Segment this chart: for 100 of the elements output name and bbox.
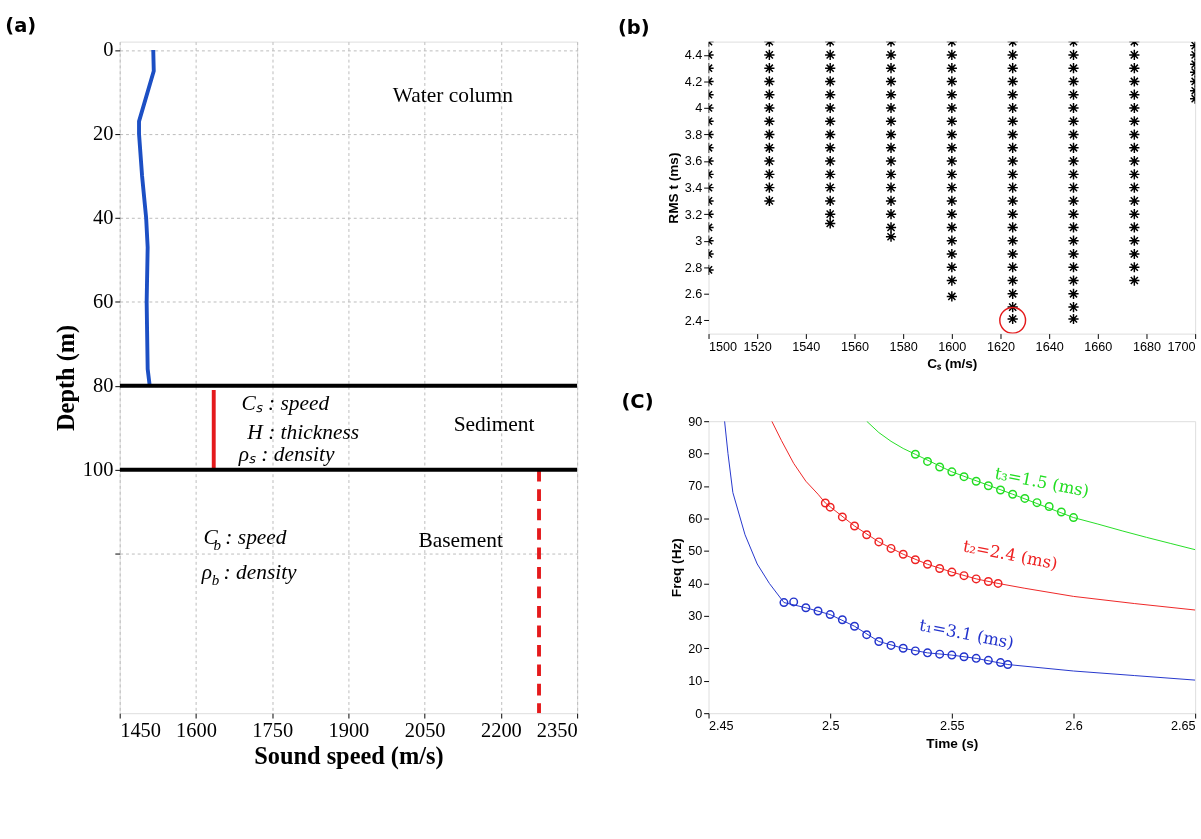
point <box>763 128 776 141</box>
point <box>1128 155 1141 167</box>
point <box>1067 274 1080 287</box>
point <box>824 102 837 114</box>
point <box>1006 274 1019 287</box>
y-tick-label: 3.8 <box>684 127 703 142</box>
point <box>1006 301 1019 313</box>
point <box>946 234 958 247</box>
point <box>1067 248 1080 260</box>
point <box>1128 208 1141 221</box>
x-tick-label: 1580 <box>889 339 918 354</box>
point <box>946 221 958 234</box>
point <box>1067 155 1080 167</box>
point <box>946 141 958 154</box>
point <box>946 208 958 221</box>
y-tick-label: 80 <box>688 447 703 462</box>
point <box>824 128 837 141</box>
point <box>885 49 897 61</box>
point <box>1006 115 1019 128</box>
point <box>1006 208 1019 221</box>
point <box>824 62 837 75</box>
annotation: Cₛ : speed <box>241 390 330 415</box>
point <box>824 88 837 101</box>
y-tick-label: 30 <box>688 609 703 624</box>
point <box>1067 128 1080 141</box>
point <box>1128 168 1141 181</box>
point <box>824 115 837 128</box>
point <box>1128 75 1141 88</box>
point <box>885 102 897 114</box>
point <box>1067 221 1080 234</box>
point <box>763 75 776 88</box>
x-tick-label: 1600 <box>938 339 967 354</box>
point <box>946 128 958 141</box>
annotation: ρₛ : density <box>237 442 335 467</box>
point <box>946 290 958 303</box>
y-axis-title: Freq (Hz) <box>669 538 685 598</box>
x-axis-title: Time (s) <box>926 735 979 751</box>
annotation: t₁=3.1 (ms) <box>917 615 1016 653</box>
point <box>946 168 958 181</box>
point <box>1006 128 1019 141</box>
y-tick-label: 4.4 <box>684 48 703 63</box>
point <box>885 88 897 101</box>
x-tick-label: 1660 <box>1084 339 1113 354</box>
point <box>1128 274 1141 287</box>
point <box>946 115 958 128</box>
chart-title: (C) <box>621 389 654 413</box>
point <box>1006 287 1019 300</box>
y-tick-label: 60 <box>92 290 114 313</box>
point <box>1067 313 1080 325</box>
point <box>763 102 776 114</box>
point <box>1006 234 1019 247</box>
point <box>946 181 958 194</box>
point <box>885 181 897 194</box>
point <box>1128 88 1141 101</box>
point <box>1006 49 1019 61</box>
y-tick-label: 60 <box>688 511 703 526</box>
x-tick-label: 2.65 <box>1171 719 1196 734</box>
y-tick-label: 0 <box>103 38 114 61</box>
line-series <box>771 421 1196 611</box>
y-axis-title: Depth (m) <box>51 324 80 431</box>
point <box>763 168 776 181</box>
annotation: t₂=2.4 (ms) <box>961 536 1060 574</box>
x-tick-label: 2.5 <box>821 719 840 734</box>
point <box>885 195 897 207</box>
point <box>1006 141 1019 154</box>
point <box>1128 115 1141 128</box>
annotation: Basement <box>418 527 503 552</box>
annotation: H : thickness <box>246 419 360 444</box>
point <box>885 208 897 221</box>
point <box>946 195 958 207</box>
point <box>1006 195 1019 207</box>
point <box>1006 88 1019 101</box>
y-tick-label: 20 <box>92 122 114 145</box>
point <box>885 155 897 167</box>
y-tick-label: 0 <box>695 706 703 721</box>
point <box>763 181 776 194</box>
point <box>946 102 958 114</box>
point <box>885 230 897 243</box>
point <box>763 88 776 101</box>
x-tick-label: 1540 <box>792 339 821 354</box>
y-tick-label: 4 <box>695 101 703 116</box>
point <box>1128 248 1141 260</box>
y-tick-label: 100 <box>82 458 114 481</box>
y-tick-label: 3.6 <box>684 154 703 169</box>
point <box>824 195 837 207</box>
point <box>946 248 958 260</box>
x-tick-label: 2.55 <box>940 719 965 734</box>
x-tick-label: 1450 <box>120 719 162 742</box>
point <box>1128 234 1141 247</box>
point <box>1128 102 1141 114</box>
x-tick-label: 1900 <box>328 719 370 742</box>
x-tick-label: 1640 <box>1035 339 1064 354</box>
point <box>1006 155 1019 167</box>
y-tick-label: 2.8 <box>684 260 703 275</box>
point <box>1067 261 1080 274</box>
point <box>1128 261 1141 274</box>
y-tick-label: 40 <box>688 576 703 591</box>
point <box>885 62 897 75</box>
y-tick-label: 2.6 <box>684 287 703 302</box>
y-tick-label: 20 <box>688 641 703 656</box>
